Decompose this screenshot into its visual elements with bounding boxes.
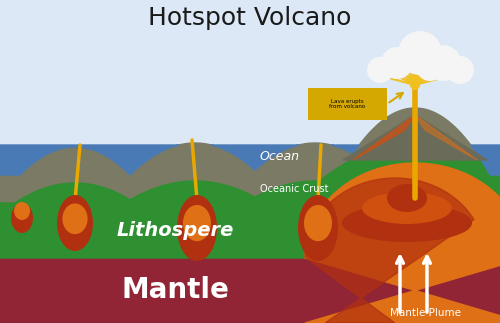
Text: Hotspot Volcano: Hotspot Volcano [148,6,352,30]
Circle shape [398,31,442,75]
Ellipse shape [62,203,88,234]
Ellipse shape [387,184,427,212]
Ellipse shape [362,192,452,224]
Bar [0,175,500,203]
Circle shape [416,53,444,81]
Text: Ocean: Ocean [260,150,300,162]
Circle shape [410,80,420,90]
Circle shape [381,47,413,79]
Ellipse shape [11,203,33,233]
Ellipse shape [342,204,472,242]
Polygon shape [415,115,477,160]
Text: Mantle: Mantle [121,276,229,305]
Ellipse shape [298,195,338,261]
Circle shape [367,57,393,83]
Bar [0,203,500,258]
Ellipse shape [183,205,211,241]
Bar [0,258,500,323]
FancyBboxPatch shape [308,88,387,120]
Ellipse shape [177,195,217,261]
Ellipse shape [14,202,30,220]
Text: Mantle Plume: Mantle Plume [390,308,460,318]
Ellipse shape [57,195,93,251]
Polygon shape [305,163,500,323]
Polygon shape [305,178,474,323]
Polygon shape [353,115,415,160]
Text: Lithospere: Lithospere [116,221,234,240]
Text: Oceanic Crust: Oceanic Crust [260,184,328,194]
Ellipse shape [304,205,332,241]
Circle shape [425,45,461,81]
Polygon shape [343,115,487,160]
Bar [0,145,500,175]
Circle shape [446,56,474,84]
Text: Lava erupts
from volcano: Lava erupts from volcano [330,99,366,109]
